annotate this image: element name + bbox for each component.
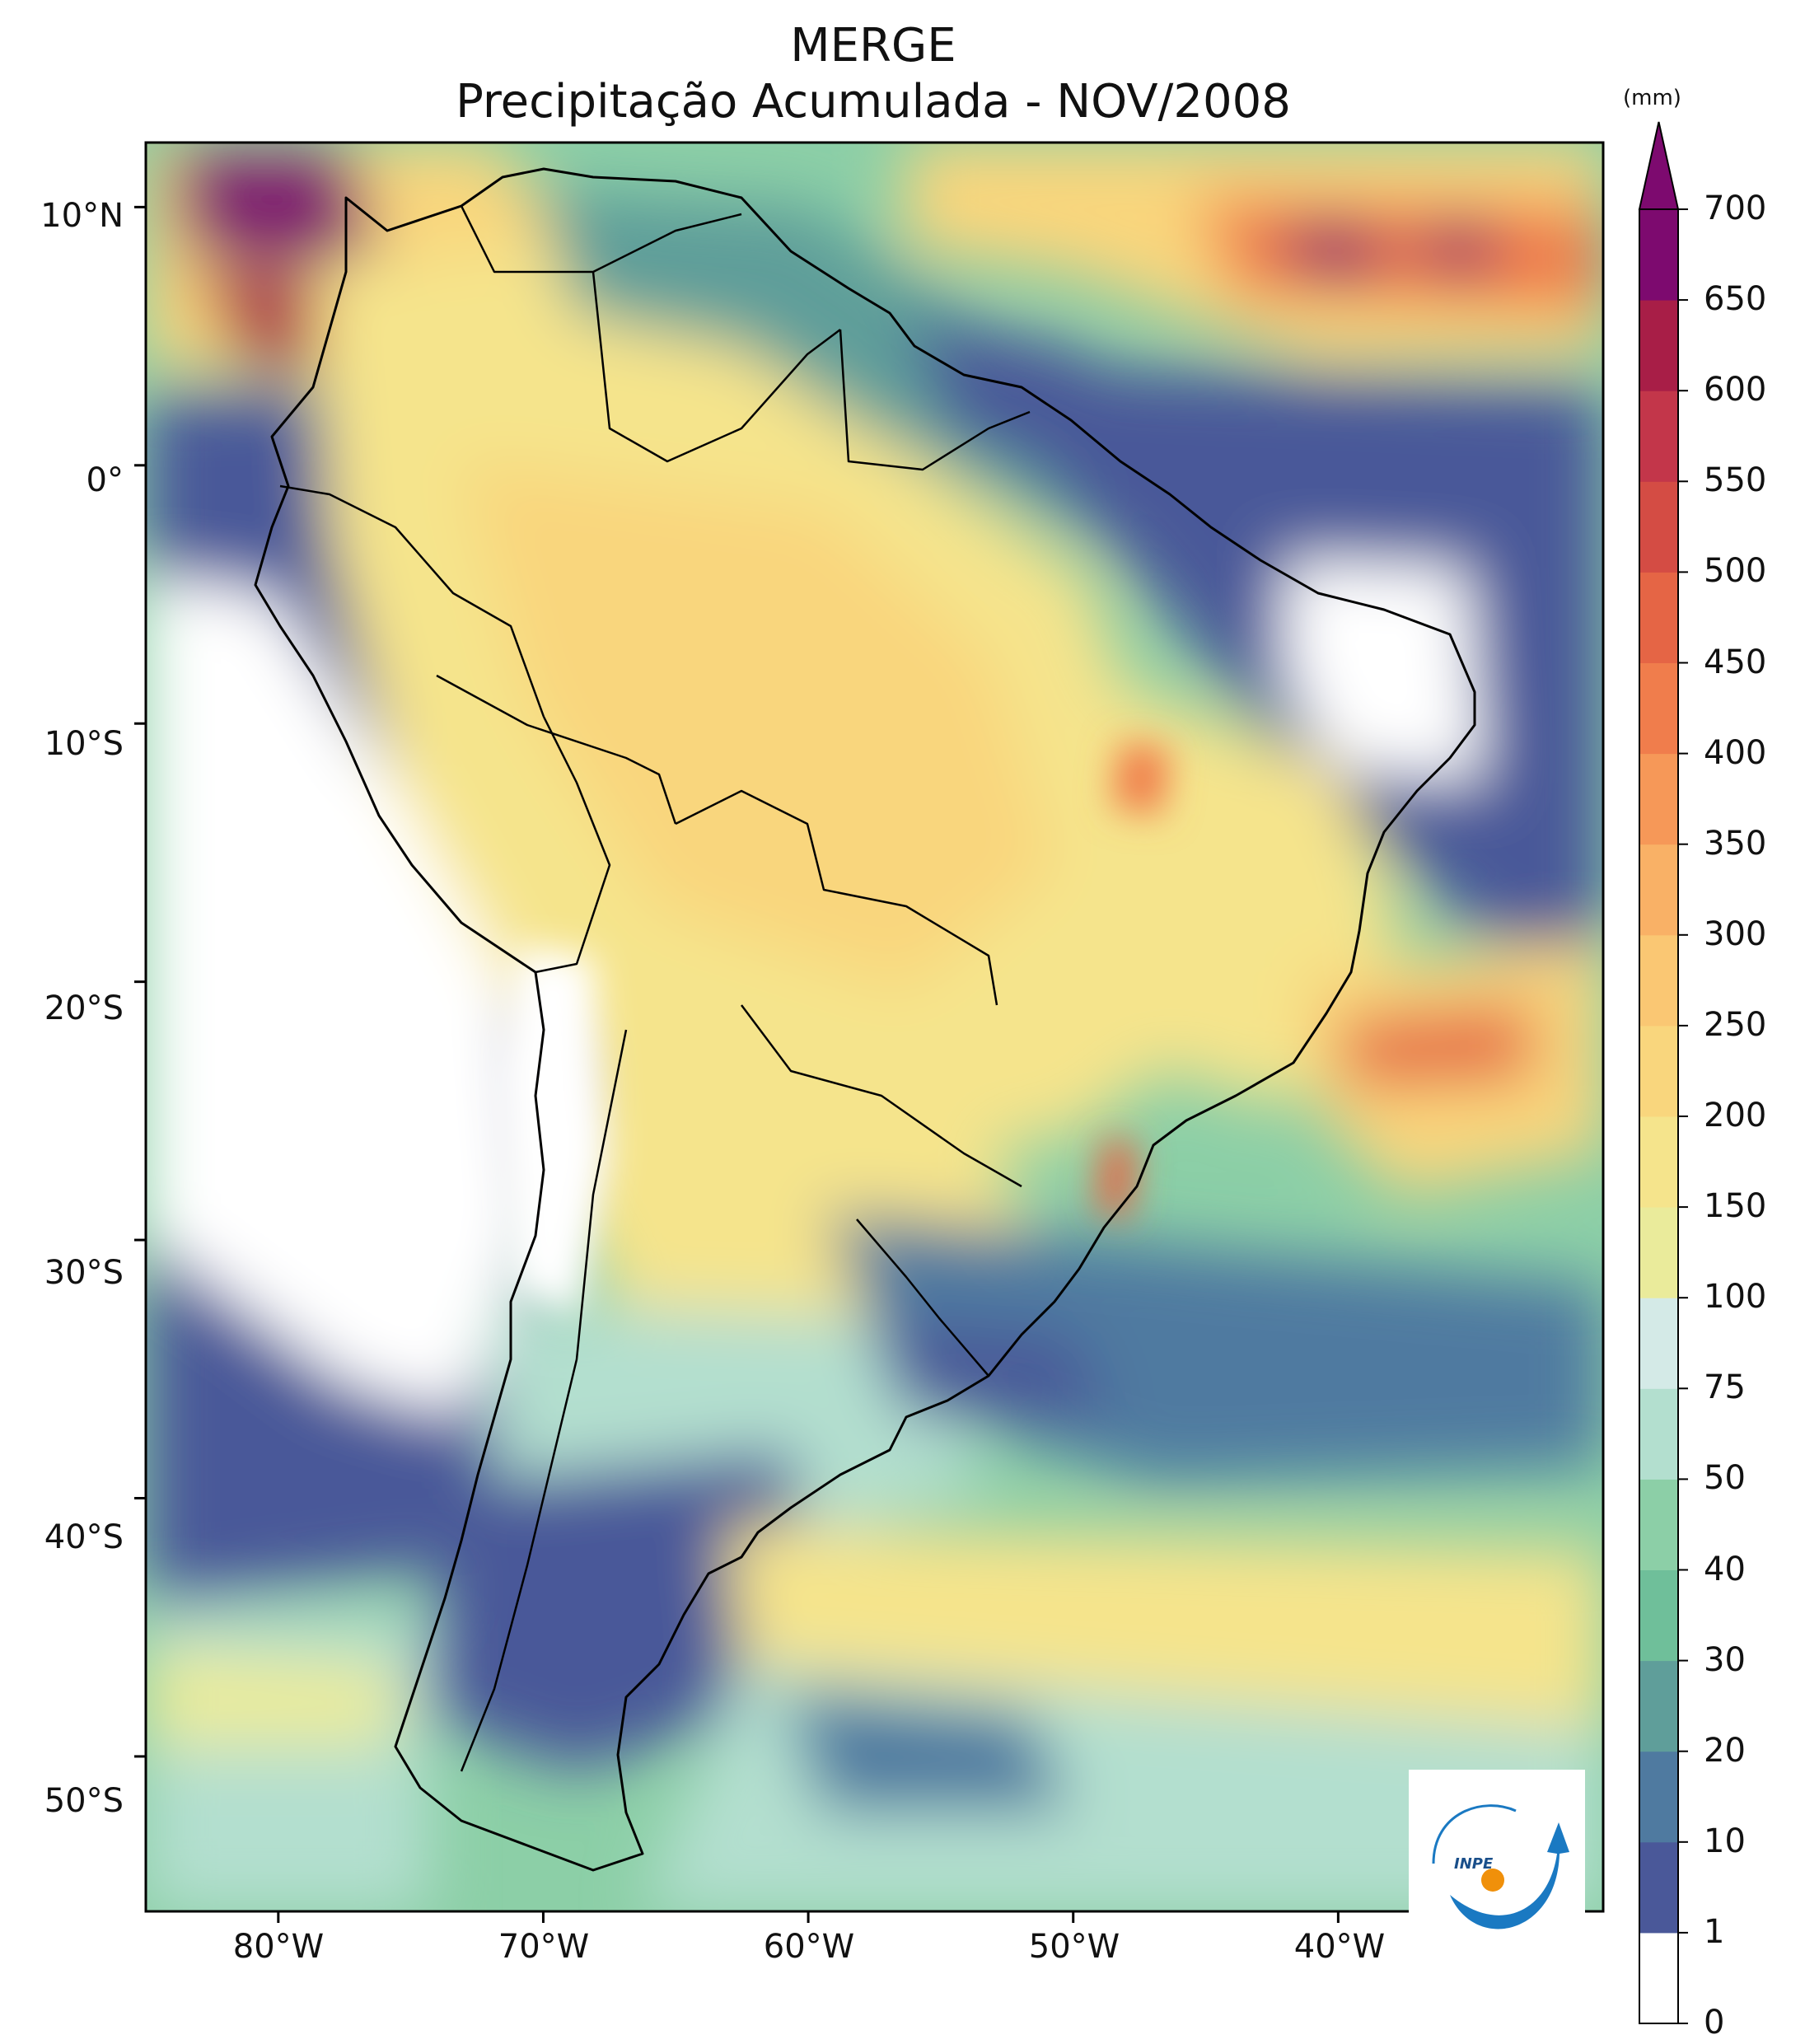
colorbar-swatch-11 xyxy=(1639,934,1678,1027)
colorbar-label-75: 75 xyxy=(1704,1368,1746,1407)
map-frame xyxy=(144,141,1605,1913)
colorbar-swatch-2 xyxy=(1639,1751,1678,1843)
colorbar-label-600: 600 xyxy=(1704,371,1767,409)
colorbar-swatch-4 xyxy=(1639,1569,1678,1662)
coastline xyxy=(254,167,1476,1872)
title-line-2: Precipitação Acumulada - NOV/2008 xyxy=(456,75,1291,129)
lon-label-40w: 40°W xyxy=(1293,1928,1386,1966)
colorbar-label-0: 0 xyxy=(1704,2004,1725,2042)
colorbar-label-450: 450 xyxy=(1704,643,1767,681)
colorbar-label-10: 10 xyxy=(1704,1822,1746,1860)
colorbar-label-500: 500 xyxy=(1704,552,1767,591)
axis-ticks xyxy=(134,205,1340,1923)
colorbar-label-700: 700 xyxy=(1704,189,1767,227)
lat-label-30s: 30°S xyxy=(44,1254,124,1292)
colorbar-swatch-18 xyxy=(1639,300,1678,391)
colorbar-swatch-10 xyxy=(1639,1025,1678,1117)
colorbar-swatch-1 xyxy=(1639,1841,1678,1934)
country-borders xyxy=(279,205,1031,1772)
lat-label-50s: 50°S xyxy=(44,1782,124,1820)
lat-label-20s: 20°S xyxy=(44,989,124,1027)
colorbar-swatch-6 xyxy=(1639,1388,1678,1480)
colorbar-swatch-12 xyxy=(1639,844,1678,936)
colorbar-label-30: 30 xyxy=(1704,1640,1746,1679)
colorbar-label-150: 150 xyxy=(1704,1187,1767,1226)
precipitation-field xyxy=(146,143,1603,1911)
colorbar-swatch-5 xyxy=(1639,1479,1678,1570)
lat-label-10s: 10°S xyxy=(44,725,124,763)
colorbar-label-400: 400 xyxy=(1704,733,1767,772)
colorbar-label-100: 100 xyxy=(1704,1278,1767,1317)
title-line-1: MERGE xyxy=(790,19,956,72)
colorbar-label-300: 300 xyxy=(1704,914,1767,953)
colorbar-label-250: 250 xyxy=(1704,1005,1767,1044)
colorbar-label-350: 350 xyxy=(1704,824,1767,863)
lon-label-80w: 80°W xyxy=(232,1928,325,1966)
colorbar-label-650: 650 xyxy=(1704,280,1767,319)
lon-label-60w: 60°W xyxy=(763,1928,855,1966)
colorbar-swatch-17 xyxy=(1639,391,1678,482)
inpe-logo-sun-icon xyxy=(1481,1869,1504,1892)
colorbar-label-50: 50 xyxy=(1704,1459,1746,1498)
colorbar xyxy=(1638,121,1688,2024)
colorbar-swatch-3 xyxy=(1639,1660,1678,1752)
lon-label-50w: 50°W xyxy=(1028,1928,1120,1966)
colorbar-extend-arrow xyxy=(1638,121,1680,210)
colorbar-label-200: 200 xyxy=(1704,1097,1767,1134)
colorbar-swatch-7 xyxy=(1639,1298,1678,1389)
colorbar-label-1: 1 xyxy=(1704,1912,1725,1951)
inpe-logo: INPE xyxy=(1409,1770,1585,1941)
colorbar-swatch-19 xyxy=(1639,209,1678,301)
lat-label-0: 0° xyxy=(86,461,124,499)
colorbar-label-40: 40 xyxy=(1704,1550,1746,1588)
colorbar-swatch-13 xyxy=(1639,753,1678,845)
colorbar-swatch-8 xyxy=(1639,1207,1678,1298)
colorbar-swatch-0 xyxy=(1639,1932,1678,2024)
colorbar-unit: (mm) xyxy=(1623,86,1681,110)
colorbar-label-20: 20 xyxy=(1704,1731,1746,1770)
colorbar-swatch-14 xyxy=(1639,662,1678,755)
colorbar-swatch-9 xyxy=(1639,1116,1678,1208)
colorbar-swatch-15 xyxy=(1639,572,1678,663)
lat-label-10n: 10°N xyxy=(40,197,124,235)
colorbar-swatch-16 xyxy=(1639,481,1678,573)
lat-label-40s: 40°S xyxy=(44,1518,124,1556)
colorbar-label-550: 550 xyxy=(1704,461,1767,500)
lon-label-70w: 70°W xyxy=(498,1928,590,1966)
inpe-logo-text: INPE xyxy=(1454,1855,1494,1873)
